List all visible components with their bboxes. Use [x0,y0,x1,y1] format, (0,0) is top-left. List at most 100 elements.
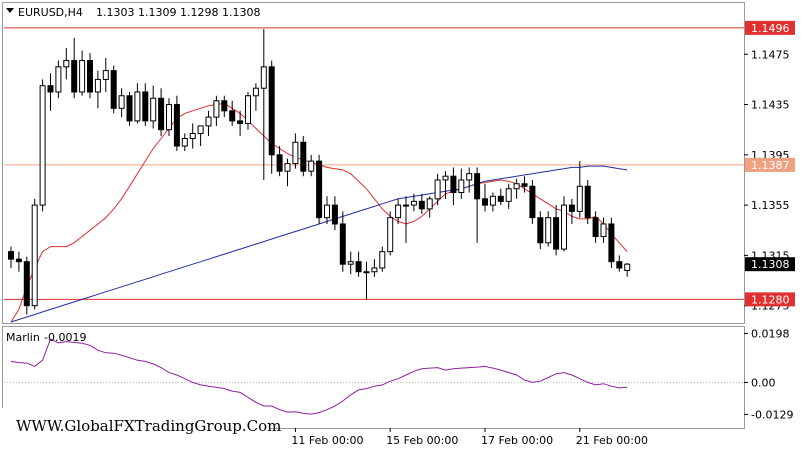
indicator-tick-label: 0.0198 [751,327,790,340]
candle-body-bull [252,87,259,97]
dropdown-triangle-icon[interactable] [6,8,14,13]
price-tick-label: 1.1475 [751,48,790,61]
candle-body-bull [79,60,86,93]
price-tags: 1.1496 1.1387 1.1308 1.1280 [745,20,795,307]
candle [608,217,615,268]
candle-body-bull [181,137,188,147]
candle [300,135,307,177]
candle-body-bull [458,179,465,194]
candle [616,255,623,272]
candle [158,88,165,136]
candle-body-bear [47,85,54,93]
candle [466,167,473,193]
candle [197,125,204,147]
candle [47,73,54,111]
candle-body-bear [23,261,30,307]
candlesticks [8,29,631,315]
candle [403,196,409,243]
candle-body-bull [426,198,433,210]
indicator-tick-label: -0.0129 [751,408,793,421]
price-tag-support: 1.1280 [745,292,795,307]
candle-body-bear [300,141,307,172]
candle [142,83,149,126]
marlin-line [10,338,628,415]
candle [181,133,188,152]
time-tick-label: 17 Feb 00:00 [481,434,553,447]
candle [576,161,583,218]
candle [205,110,212,136]
candle-body-bull [213,100,220,118]
candle-body-bear [537,217,544,244]
candle-body-bull [600,223,607,238]
candle [71,37,78,99]
candle [55,60,62,99]
candle [39,79,46,212]
candle-body-bull [150,97,157,122]
candle [252,83,259,111]
price-tag-resistance_mid: 1.1387 [745,157,795,172]
price-tag-text: 1.1308 [751,258,790,271]
candle-body-bull [118,95,125,109]
candle [568,198,575,224]
candle [31,198,38,310]
candle [489,192,496,212]
candle [331,196,338,231]
candle [324,196,330,224]
candle [110,65,117,114]
candle-body-bear [126,95,133,122]
candle-body-bull [576,185,583,212]
candle [126,91,133,126]
candle-body-bear [355,261,362,273]
candle [118,88,125,118]
price-tag-bg [745,157,795,172]
candle [23,256,30,315]
indicator-name: Marlin [6,331,40,344]
candle-body-bear [268,66,275,156]
candle-body-bull [55,66,62,93]
candle [537,211,544,250]
price-tag-bg [745,257,795,272]
candle-body-bear [521,183,528,187]
candle-body-bear [87,60,93,93]
candle [513,178,520,199]
marlin-indicator-line [10,338,628,415]
candle [410,193,417,212]
candle-body-bull [379,251,386,269]
candle-body-bull [205,116,212,127]
candle-body-bull [166,104,172,131]
time-tick-label: 11 Feb 00:00 [291,434,363,447]
candle [237,110,244,136]
candle [221,95,228,118]
candle [15,251,22,272]
candle-body-bull [442,175,449,181]
candle [166,98,172,136]
candle [363,261,370,300]
candle-body-bull [505,188,512,202]
candle-body-bear [616,261,623,269]
candle [379,246,386,272]
candle-body-bear [608,223,615,263]
candle-body-bull [363,271,370,274]
watermark-text: WWW.GlobalFXTradingGroup.Com [16,417,281,435]
candle-body-bull [513,183,520,190]
candle [150,85,157,129]
indicator-tick-label: 0.00 [751,376,776,389]
candle-body-bear [418,200,425,210]
candle [134,83,141,124]
candle [450,167,457,206]
candle-body-bear [8,251,14,260]
candle-body-bull [371,267,378,273]
price-tag-text: 1.1496 [751,22,790,35]
time-axis: 11 Feb 00:00 15 Feb 00:00 17 Feb 00:00 21 F… [291,428,648,447]
candle [553,205,560,256]
candle [529,179,536,224]
candle [292,133,299,169]
watermark-box [2,408,270,448]
price-tick-label: 1.1435 [751,99,790,112]
candle [418,193,425,214]
candle [316,154,323,224]
candle [347,251,354,275]
candle [8,246,14,268]
candle [545,211,552,247]
candle-body-bear [221,100,228,112]
